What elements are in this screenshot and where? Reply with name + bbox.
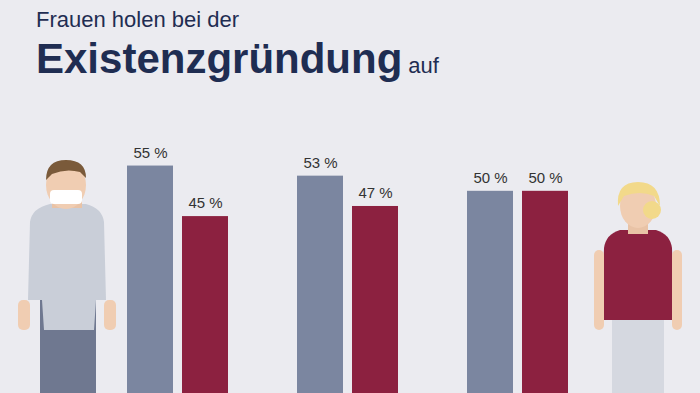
html-text:Frauen holen bei der: Frauen holen bei der (36, 7, 239, 32)
html-text:Existenzgründungauf: Existenzgründungauf (36, 35, 439, 82)
svg-text:50 %: 50 % (528, 169, 562, 186)
svg-text:55 %: 55 % (133, 144, 167, 161)
svg-text:47 %: 47 % (358, 184, 392, 201)
svg-text:53 %: 53 % (303, 154, 337, 171)
svg-text:45 %: 45 % (188, 194, 222, 211)
svg-text:50 %: 50 % (473, 169, 507, 186)
